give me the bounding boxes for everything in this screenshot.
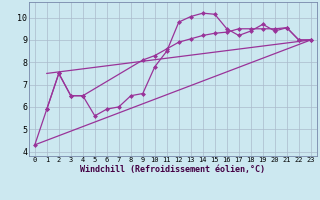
X-axis label: Windchill (Refroidissement éolien,°C): Windchill (Refroidissement éolien,°C) [80,165,265,174]
